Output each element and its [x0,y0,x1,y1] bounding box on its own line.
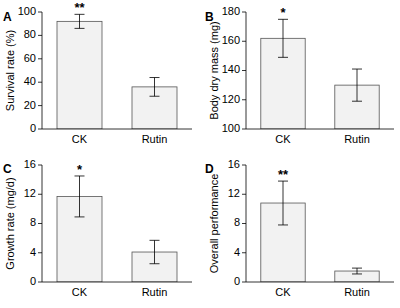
panel: C 0 4 8 12 16 CK Rutin Growth rate (mg/d) * [3,158,192,298]
y-axis-label: Growth rate (mg/d) [4,177,16,269]
x-axis [246,129,394,130]
y-axis [42,12,43,129]
y-tick [38,82,42,83]
plot-area [261,19,379,129]
error-bar [75,14,85,28]
x-tick-label: CK [72,133,88,145]
error-bar [352,69,362,101]
y-tick-label: 8 [234,216,240,228]
plot-area [57,14,177,129]
panel: A 0 20 40 60 80 100 CK Rutin Survival rate (%) ** [3,0,192,145]
x-tick-label: Rutin [142,286,168,298]
plot-area [261,181,379,282]
error-bar [150,78,160,97]
y-tick-label: 20 [24,99,36,111]
y-tick [38,165,42,166]
y-tick-label: 12 [24,187,36,199]
y-tick [242,252,246,253]
y-tick-label: 0 [30,275,36,287]
y-tick-label: 4 [234,246,240,258]
x-tick-label: CK [72,286,88,298]
significance: ** [278,167,289,182]
error-bar [278,19,288,57]
y-tick [38,58,42,59]
y-axis-label: Body dry mass (mg) [208,21,220,119]
y-tick-label: 8 [30,216,36,228]
significance: ** [74,0,85,15]
y-tick-label: 0 [30,122,36,134]
y-tick [242,12,246,13]
panel: B100120140160180CKRutinBody dry mass (mg… [205,5,394,145]
y-tick-label: 180 [222,5,240,17]
y-tick-label: 40 [24,75,36,87]
x-tick-label: CK [275,133,291,145]
x-axis [42,282,192,283]
y-tick-label: 16 [24,158,36,170]
y-tick [38,35,42,36]
y-tick [242,70,246,71]
y-tick [38,194,42,195]
error-bar [278,181,288,225]
y-tick [242,129,246,130]
y-tick [38,105,42,106]
significance: * [280,5,286,20]
y-axis-label: Survival rate (%) [4,30,16,111]
panel-letter: A [3,10,12,24]
y-tick-label: 4 [30,246,36,258]
x-tick-label: Rutin [142,133,168,145]
error-bar [75,176,85,217]
panel-letter: C [3,162,12,176]
x-tick-label: CK [275,286,291,298]
plot-area [57,176,177,282]
y-tick-label: 160 [222,34,240,46]
x-tick-label: Rutin [344,133,370,145]
bar [57,21,102,129]
figure: A020406080100CKRutinSurvival rate (%)**B… [0,0,400,308]
y-tick [242,223,246,224]
y-tick [38,129,42,130]
y-tick-label: 16 [228,158,240,170]
y-tick [38,282,42,283]
x-axis [246,282,394,283]
x-tick-label: Rutin [344,286,370,298]
y-tick [38,252,42,253]
y-tick-label: 80 [24,28,36,40]
panel: D0481216CKRutinOverall performance** [205,158,394,298]
y-tick-label: 100 [18,5,36,17]
figure-svg: A020406080100CKRutinSurvival rate (%)**B… [0,0,400,308]
y-tick [242,165,246,166]
y-tick-label: 12 [228,187,240,199]
y-tick [38,12,42,13]
y-tick-label: 140 [222,63,240,75]
y-tick [242,41,246,42]
error-bar [352,268,362,274]
y-tick-label: 100 [222,122,240,134]
y-axis-label: Overall performance [208,174,220,274]
x-axis [42,129,192,130]
y-tick-label: 60 [24,52,36,64]
error-bar [150,240,160,263]
significance: * [77,162,83,177]
y-tick [242,282,246,283]
y-tick-label: 0 [234,275,240,287]
y-tick [242,194,246,195]
y-tick [242,99,246,100]
y-tick-label: 120 [222,93,240,105]
y-tick [38,223,42,224]
